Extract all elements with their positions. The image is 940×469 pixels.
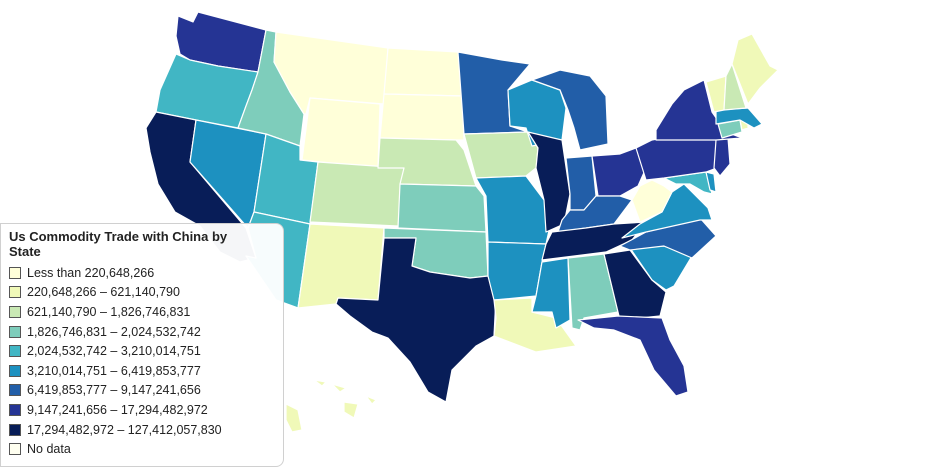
legend-label: 17,294,482,972 – 127,412,057,830 [27, 422, 222, 437]
state-de[interactable] [705, 171, 717, 193]
state-ga[interactable] [603, 249, 667, 321]
legend-item[interactable]: No data [9, 439, 275, 459]
legend-item[interactable]: 9,147,241,656 – 17,294,482,972 [9, 400, 275, 420]
legend-swatch [9, 364, 21, 377]
legend-label: No data [27, 442, 71, 457]
state-nh[interactable] [723, 63, 747, 111]
legend-swatch [9, 266, 21, 279]
state-nd[interactable] [383, 47, 463, 97]
map-legend: Us Commodity Trade with China by State L… [0, 223, 284, 467]
legend-swatch [9, 403, 21, 416]
legend-label: 6,419,853,777 – 9,147,241,656 [27, 383, 201, 398]
state-mi[interactable] [531, 69, 609, 151]
legend-swatch [9, 423, 21, 436]
legend-items: Less than 220,648,266 220,648,266 – 621,1… [9, 263, 275, 459]
state-la[interactable] [493, 297, 577, 353]
state-fl[interactable] [577, 315, 689, 397]
state-ks[interactable] [397, 183, 487, 233]
legend-swatch [9, 443, 21, 456]
legend-item[interactable]: 2,024,532,742 – 3,210,014,751 [9, 341, 275, 361]
state-sd[interactable] [379, 93, 465, 141]
legend-label: 9,147,241,656 – 17,294,482,972 [27, 402, 208, 417]
state-hi[interactable] [313, 379, 377, 419]
state-mo[interactable] [475, 175, 551, 245]
state-ia[interactable] [463, 131, 539, 179]
legend-swatch [9, 345, 21, 358]
legend-label: 1,826,746,831 – 2,024,532,742 [27, 324, 201, 339]
legend-item[interactable]: 621,140,790 – 1,826,746,831 [9, 302, 275, 322]
state-me[interactable] [731, 33, 779, 105]
legend-title: Us Commodity Trade with China by State [9, 229, 228, 259]
state-wy[interactable] [301, 97, 381, 169]
legend-label: 220,648,266 – 621,140,790 [27, 285, 180, 300]
legend-label: Less than 220,648,266 [27, 265, 155, 280]
state-va[interactable] [621, 183, 713, 239]
legend-swatch [9, 286, 21, 299]
state-nj[interactable] [713, 137, 731, 177]
legend-swatch [9, 305, 21, 318]
state-tx[interactable] [335, 237, 497, 403]
legend-swatch [9, 384, 21, 397]
legend-label: 2,024,532,742 – 3,210,014,751 [27, 344, 201, 359]
legend-swatch [9, 325, 21, 338]
legend-label: 3,210,014,751 – 6,419,853,777 [27, 363, 201, 378]
state-wv[interactable] [631, 179, 673, 223]
state-ma[interactable] [715, 107, 763, 129]
legend-item[interactable]: 220,648,266 – 621,140,790 [9, 283, 275, 303]
legend-item[interactable]: Less than 220,648,266 [9, 263, 275, 283]
legend-item[interactable]: 1,826,746,831 – 2,024,532,742 [9, 322, 275, 342]
state-il[interactable] [527, 131, 571, 233]
legend-item[interactable]: 3,210,014,751 – 6,419,853,777 [9, 361, 275, 381]
legend-item[interactable]: 6,419,853,777 – 9,147,241,656 [9, 381, 275, 401]
legend-label: 621,140,790 – 1,826,746,831 [27, 304, 191, 319]
state-ak[interactable] [285, 403, 303, 433]
state-nm[interactable] [297, 223, 385, 309]
legend-item[interactable]: 17,294,482,972 – 127,412,057,830 [9, 420, 275, 440]
state-co[interactable] [309, 161, 405, 227]
